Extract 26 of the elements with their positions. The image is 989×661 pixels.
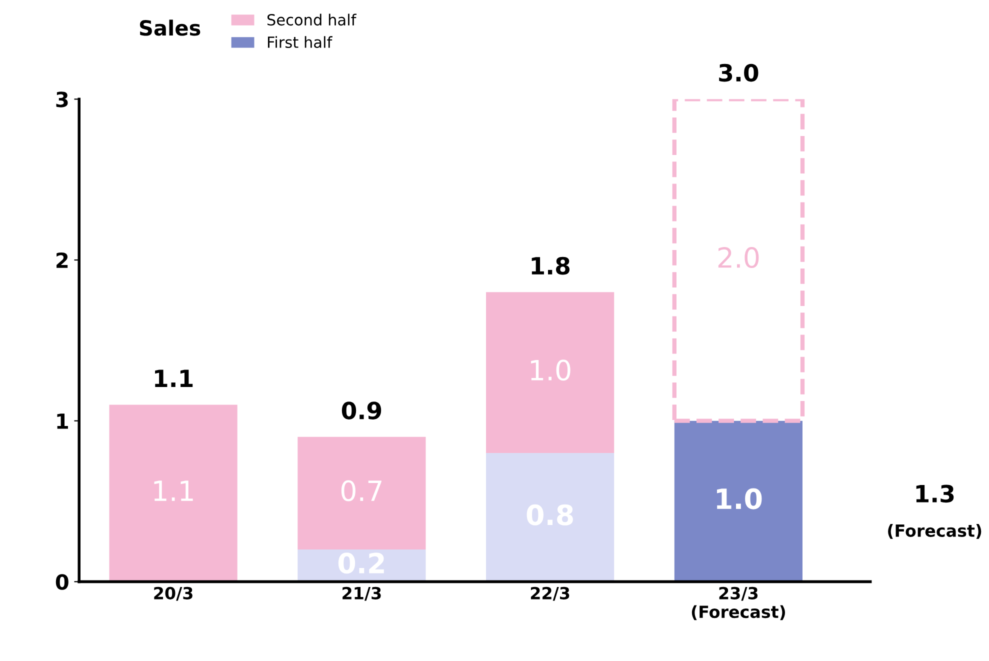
y-tick-label: 0 xyxy=(56,574,68,590)
data-label: 1.1 xyxy=(154,480,193,501)
y-tick-label: 1 xyxy=(57,414,68,429)
total-label: 3.0 xyxy=(719,64,758,82)
y-tick-label: 2 xyxy=(56,252,68,268)
text: (Forecast) xyxy=(888,524,982,539)
data-label: 1.0 xyxy=(716,488,762,510)
legend-label: Second half xyxy=(267,14,357,26)
x-tick-label: 23/3 (Forecast) xyxy=(692,586,785,620)
y-tick-label: 3 xyxy=(56,92,68,108)
total-label: 1.8 xyxy=(532,256,570,275)
legend-label: First half xyxy=(268,36,332,48)
bar xyxy=(109,404,238,582)
text: 1.3 xyxy=(916,484,954,503)
data-label: 0.7 xyxy=(341,480,382,502)
bar xyxy=(298,436,426,550)
total-label: 1.1 xyxy=(155,370,193,387)
total-label: 0.9 xyxy=(342,402,382,420)
x-tick-label: 22/3 xyxy=(530,586,570,601)
data-label: 1.0 xyxy=(531,360,570,381)
bar xyxy=(486,453,614,582)
chart-title: Sales xyxy=(140,20,200,36)
data-label: 2.0 xyxy=(718,247,759,268)
bar xyxy=(486,292,614,454)
x-tick-label: 21/3 xyxy=(342,586,381,601)
x-tick-label: 20/3 xyxy=(154,586,192,601)
